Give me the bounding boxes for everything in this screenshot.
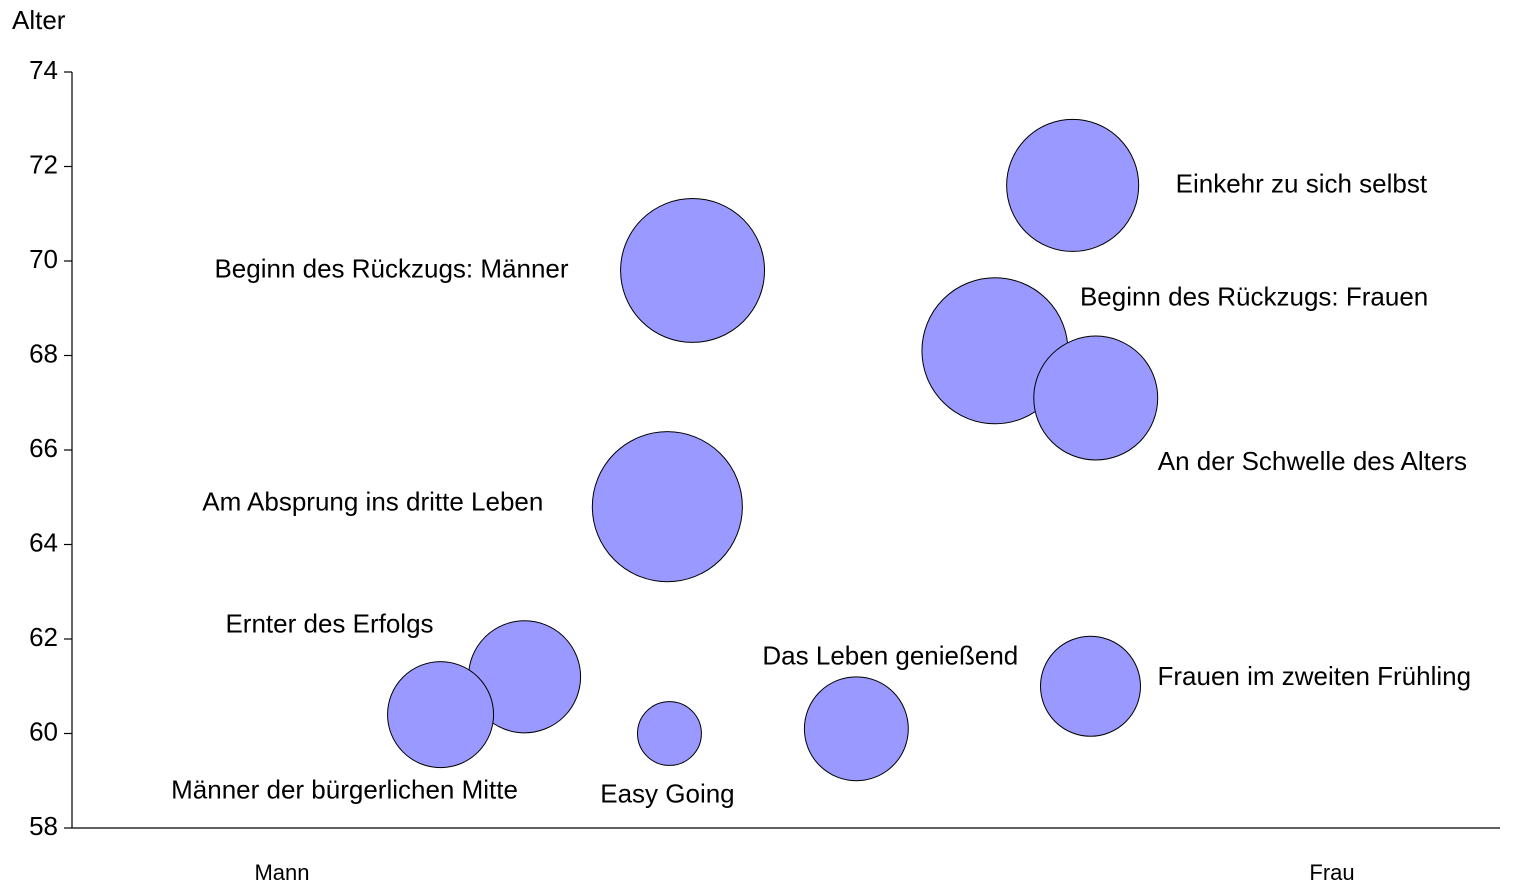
x-tick-label: Frau — [1309, 860, 1354, 885]
y-axis-label: Alter — [12, 5, 66, 35]
bubble — [637, 701, 702, 766]
bubble — [1040, 635, 1141, 737]
y-tick-label: 68 — [29, 338, 58, 368]
bubble-label: Beginn des Rückzugs: Frauen — [1080, 282, 1428, 312]
bubble — [620, 197, 766, 343]
bubble — [591, 431, 743, 583]
bubble-label: Das Leben genießend — [762, 641, 1018, 671]
bubble-label: Ernter des Erfolgs — [225, 609, 433, 639]
y-tick-label: 74 — [29, 55, 58, 85]
bubble-label: Männer der bürgerlichen Mitte — [171, 774, 518, 804]
bubble — [1006, 118, 1140, 252]
bubble — [803, 676, 909, 782]
y-tick-label: 66 — [29, 433, 58, 463]
bubble — [387, 661, 495, 769]
y-tick-label: 58 — [29, 811, 58, 841]
y-tick-label: 70 — [29, 244, 58, 274]
x-tick-label: Mann — [254, 860, 309, 885]
y-tick-label: 72 — [29, 149, 58, 179]
bubble-label: Einkehr zu sich selbst — [1176, 168, 1428, 198]
y-tick-label: 64 — [29, 527, 58, 557]
bubble-label: Frauen im zweiten Frühling — [1158, 661, 1472, 691]
y-tick-label: 62 — [29, 622, 58, 652]
bubble — [1033, 335, 1159, 461]
bubble-label: Easy Going — [600, 778, 734, 808]
bubble-label: Am Absprung ins dritte Leben — [202, 487, 543, 517]
y-tick-label: 60 — [29, 716, 58, 746]
bubble-label: Beginn des Rückzugs: Männer — [214, 253, 568, 283]
bubble-label: An der Schwelle des Alters — [1158, 446, 1467, 476]
